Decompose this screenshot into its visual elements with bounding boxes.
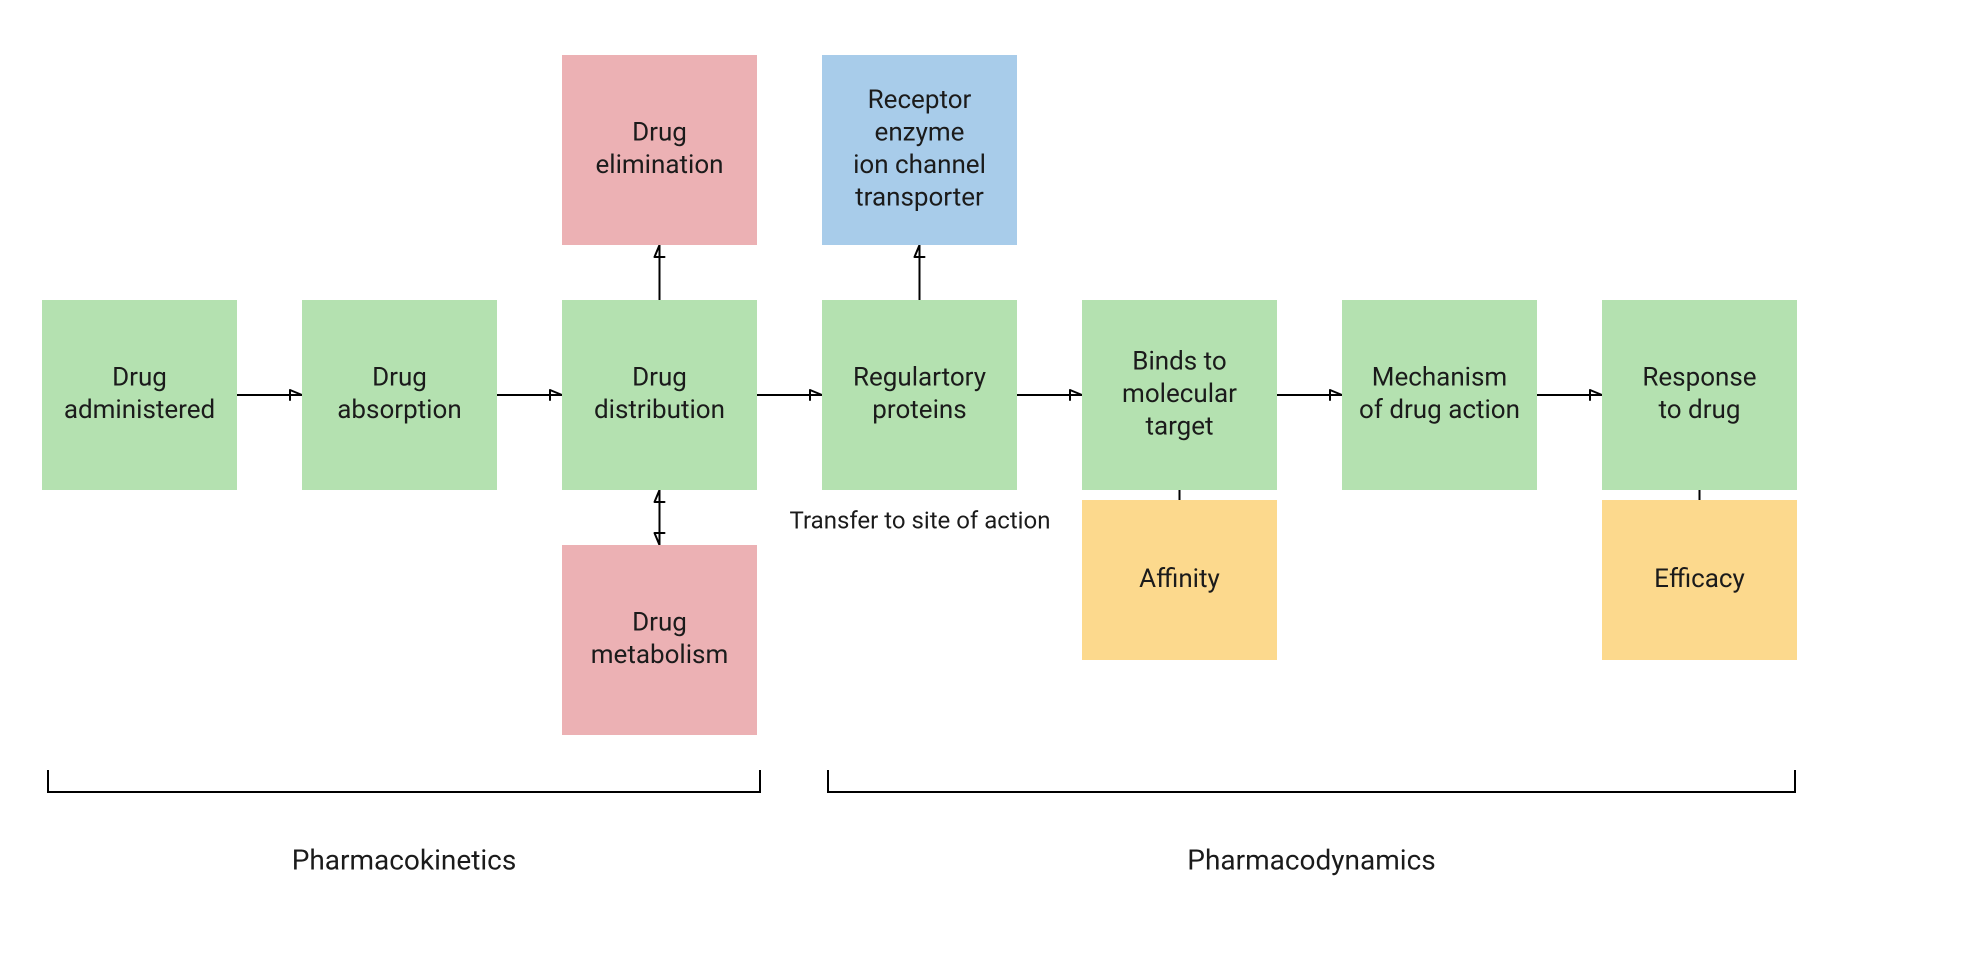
node-dist-line-1: distribution [594,395,725,425]
node-absorb-line-1: absorption [337,395,461,425]
node-admin: Drugadministered [42,300,237,490]
node-mech-line-1: of drug action [1359,395,1520,425]
edge-e5 [1277,390,1342,400]
node-metab-line-0: Drug [632,608,687,638]
group-label-pk: Pharmacokinetics [292,843,517,876]
node-resp-line-0: Response [1642,363,1756,393]
node-binds-line-1: molecular [1122,379,1237,409]
node-reg-line-0: Regulartory [853,363,986,393]
node-mech-line-0: Mechanism [1372,363,1507,393]
group-pd: Pharmacodynamics [828,770,1795,876]
edge-e1 [237,390,302,400]
node-resp: Responseto drug [1602,300,1797,490]
node-recept-line-3: transporter [855,183,984,213]
node-resp-line-1: to drug [1659,395,1741,425]
node-admin-line-0: Drug [112,363,167,393]
edge-e4 [1017,390,1082,400]
node-binds-line-2: target [1145,411,1213,441]
node-recept: Receptorenzymeion channeltransporter [822,55,1017,245]
edge-e3 [757,390,822,400]
flowchart-canvas: DrugadministeredDrugabsorptionDrugdistri… [0,0,1986,973]
node-absorb: Drugabsorption [302,300,497,490]
node-reg: Regulartoryproteins [822,300,1017,490]
node-admin-line-1: administered [64,395,215,425]
annotation-transfer: Transfer to site of action [790,506,1051,534]
node-reg-line-1: proteins [872,395,966,425]
edge-e7 [655,245,665,300]
edge-e8 [915,245,925,300]
group-pk: Pharmacokinetics [48,770,760,876]
node-elim: Drugelimination [562,55,757,245]
node-eff: Efficacy [1602,500,1797,660]
edge-e2 [497,390,562,400]
node-metab: Drugmetabolism [562,545,757,735]
edge-e6 [1537,390,1602,400]
node-binds: Binds tomoleculartarget [1082,300,1277,490]
node-recept-line-1: enzyme [875,118,965,148]
node-aff: Affinity [1082,500,1277,660]
node-elim-line-0: Drug [632,118,687,148]
node-metab-line-1: metabolism [591,640,729,670]
node-mech: Mechanismof drug action [1342,300,1537,490]
node-absorb-line-0: Drug [372,363,427,393]
node-dist: Drugdistribution [562,300,757,490]
group-label-pd: Pharmacodynamics [1187,843,1435,876]
node-binds-line-0: Binds to [1132,346,1227,376]
node-eff-line-0: Efficacy [1654,564,1745,594]
node-elim-line-1: elimination [595,150,723,180]
node-recept-line-0: Receptor [868,85,972,115]
nodes-layer: DrugadministeredDrugabsorptionDrugdistri… [42,55,1797,735]
node-aff-line-0: Affinity [1139,564,1220,594]
edge-e9 [655,490,665,545]
node-dist-line-0: Drug [632,363,687,393]
node-recept-line-2: ion channel [853,150,986,180]
